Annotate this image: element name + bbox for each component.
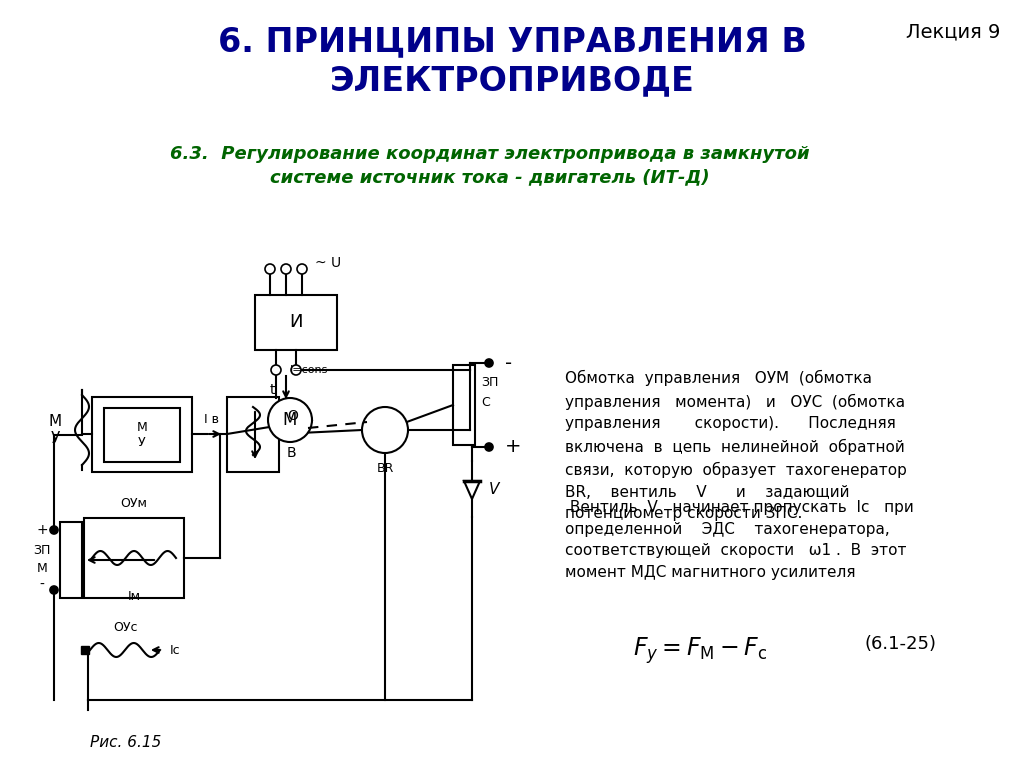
Text: BR: BR — [376, 462, 393, 475]
Bar — [84, 518, 184, 598]
Circle shape — [362, 407, 408, 453]
Text: I в: I в — [205, 413, 219, 426]
Circle shape — [265, 264, 275, 274]
Circle shape — [291, 365, 301, 375]
Text: О: О — [287, 409, 298, 423]
Text: (6.1-25): (6.1-25) — [864, 635, 936, 653]
Bar — [104, 408, 180, 462]
Text: В: В — [287, 446, 297, 460]
Text: Вентиль  V   начинает пропускать  Iс   при
определенной    ЭДС    тахогенератора: Вентиль V начинает пропускать Iс при опр… — [565, 500, 913, 580]
Circle shape — [271, 365, 281, 375]
Circle shape — [268, 398, 312, 442]
Circle shape — [50, 586, 58, 594]
Text: И: И — [289, 313, 303, 331]
Text: Iм: Iм — [127, 590, 140, 603]
Circle shape — [485, 443, 493, 451]
Text: ЗП: ЗП — [481, 377, 499, 390]
Bar — [255, 295, 337, 350]
Text: М
У: М У — [48, 414, 61, 446]
Text: $F_y = F_\mathrm{M} - F_\mathrm{c}$: $F_y = F_\mathrm{M} - F_\mathrm{c}$ — [633, 635, 767, 666]
Bar — [227, 397, 279, 472]
Circle shape — [281, 264, 291, 274]
Text: 6. ПРИНЦИПЫ УПРАВЛЕНИЯ В
ЭЛЕКТРОПРИВОДЕ: 6. ПРИНЦИПЫ УПРАВЛЕНИЯ В ЭЛЕКТРОПРИВОДЕ — [217, 25, 807, 97]
Text: -: - — [505, 354, 512, 373]
Bar — [60, 522, 82, 598]
Text: ЗП: ЗП — [34, 544, 50, 557]
Text: 6.3.  Регулирование координат электропривода в замкнутой
системе источник тока -: 6.3. Регулирование координат электроприв… — [170, 145, 810, 186]
Text: М
У: М У — [136, 421, 147, 449]
Text: ОУм: ОУм — [121, 497, 147, 510]
Text: Обмотка  управления   ОУМ  (обмотка
управления   момента)   и   ОУС  (обмотка
уп: Обмотка управления ОУМ (обмотка управлен… — [565, 370, 907, 521]
Text: +: + — [505, 437, 521, 456]
Text: Лекция 9: Лекция 9 — [905, 22, 1000, 41]
Text: I=cons: I=cons — [290, 365, 329, 375]
Text: -: - — [40, 578, 44, 592]
Text: М: М — [37, 561, 47, 574]
Text: +: + — [36, 523, 48, 537]
Text: ОУс: ОУс — [113, 621, 137, 634]
Text: Рис. 6.15: Рис. 6.15 — [90, 735, 162, 750]
Circle shape — [485, 359, 493, 367]
Text: С: С — [481, 397, 489, 410]
Bar — [453, 365, 475, 445]
Text: Iс: Iс — [170, 644, 180, 657]
Text: ~ U: ~ U — [315, 256, 341, 270]
Bar — [92, 397, 193, 472]
Text: М: М — [283, 411, 297, 429]
Circle shape — [297, 264, 307, 274]
Text: V: V — [488, 482, 499, 498]
Circle shape — [50, 526, 58, 534]
Text: t: t — [269, 383, 275, 397]
